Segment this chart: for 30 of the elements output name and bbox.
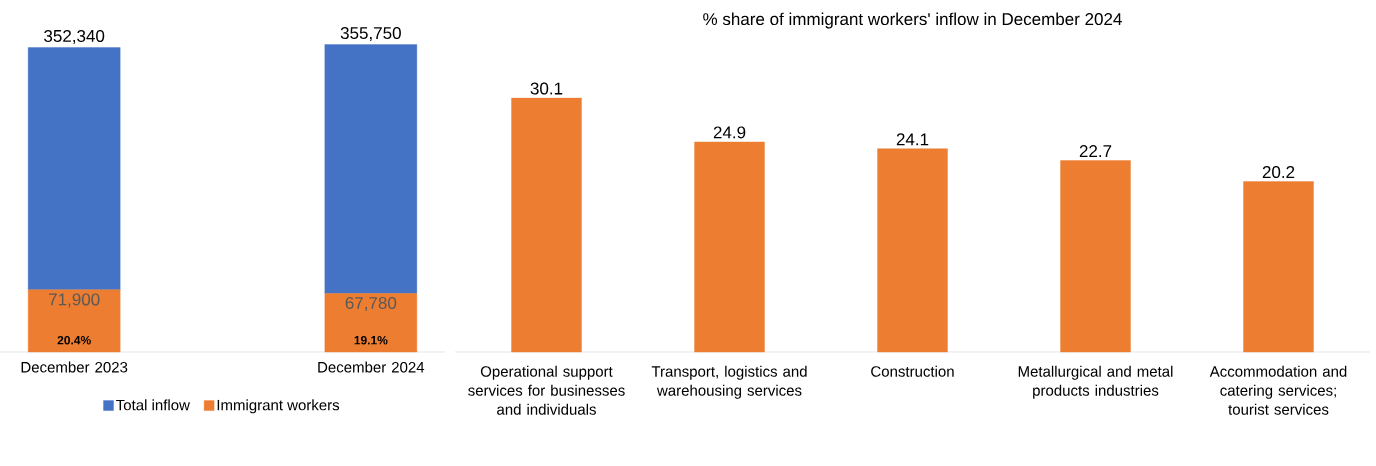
bar <box>1243 181 1314 353</box>
x-tick-label: Metallurgical and metal products industries <box>1018 365 1173 399</box>
legend-label: Immigrant workers <box>217 399 340 414</box>
bar <box>324 293 418 353</box>
x-tick-label: Construction <box>871 365 954 377</box>
data-label: 22.7 <box>1079 145 1112 157</box>
legend-label: Total inflow <box>116 399 190 411</box>
x-tick-label: December 2024 <box>318 361 425 373</box>
bar <box>324 44 418 294</box>
data-label: 67,780 <box>345 296 397 312</box>
bar <box>1060 160 1131 353</box>
annotation: 19.1% <box>354 335 388 345</box>
bar <box>27 47 121 291</box>
data-label: 20.2 <box>1262 166 1295 179</box>
x-tick-label: Operational support services for businesses and individuals <box>468 365 625 415</box>
x-tick-label: Transport, logistics and warehousing services <box>651 365 807 399</box>
bar <box>694 141 765 353</box>
chart-title: % share of immigrant workers' inflow in December 2024 <box>703 12 1122 29</box>
bar <box>27 289 121 353</box>
data-label: 24.9 <box>713 126 746 139</box>
total-label: 355,750 <box>340 27 401 42</box>
data-label: 71,900 <box>49 293 100 308</box>
x-tick-label: Accommodation and catering services; tourist services <box>1209 365 1347 415</box>
x-tick-label: December 2023 <box>21 361 128 373</box>
data-label: 30.1 <box>530 82 563 95</box>
bar <box>511 97 582 353</box>
total-label: 352,340 <box>44 29 105 44</box>
annotation: 20.4% <box>57 335 91 345</box>
data-label: 24.1 <box>896 133 929 146</box>
bar <box>877 148 948 353</box>
